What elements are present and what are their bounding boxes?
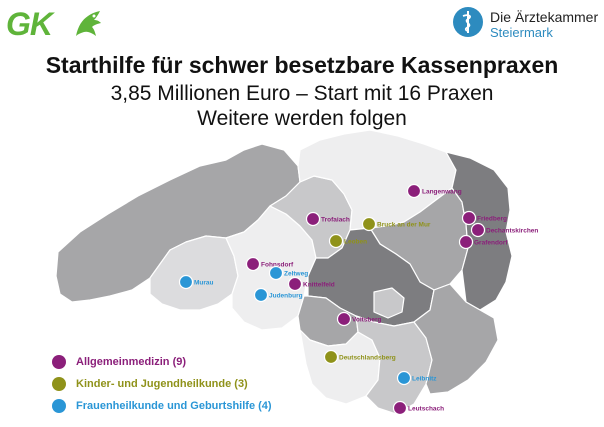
label-leoben: Leoben <box>344 239 367 246</box>
marker-friedberg <box>461 210 477 226</box>
marker-trofaiach <box>305 211 321 227</box>
label-friedberg: Friedberg <box>477 216 507 223</box>
legend-dot-allgemeinmedizin <box>52 355 66 369</box>
label-voitsberg: Voitsberg <box>352 317 382 324</box>
label-dechantskirchen: Dechantskirchen <box>486 228 538 235</box>
aesculapian-staff-icon <box>453 7 483 37</box>
label-murau: Murau <box>194 280 214 287</box>
marker-deutschlandsberg <box>323 349 339 365</box>
legend-label: Kinder- und Jugendheilkunde (3) <box>76 378 248 390</box>
legend-label: Allgemeinmedizin (9) <box>76 356 187 368</box>
label-leutschach: Leutschach <box>408 406 444 413</box>
label-grafendorf: Grafendorf <box>474 240 508 247</box>
legend-label: Frauenheilkunde und Geburtshilfe (4) <box>76 400 272 412</box>
page-subtitle-outlook: Weitere werden folgen <box>197 107 407 130</box>
marker-murau <box>178 274 194 290</box>
location-markers: Langenwang Friedberg Dechantskirchen Grafen… <box>178 183 538 416</box>
label-deutschlandsberg: Deutschlandsberg <box>339 355 396 362</box>
marker-grafendorf <box>458 234 474 250</box>
marker-zeltweg <box>268 265 284 281</box>
styrian-panther-logo-icon <box>76 11 101 36</box>
label-trofaiach: Trofaiach <box>321 217 350 224</box>
gkk-logo: GK <box>6 6 102 42</box>
label-zeltweg: Zeltweg <box>284 271 308 278</box>
marker-leibnitz <box>396 370 412 386</box>
label-leibnitz: Leibnitz <box>412 376 437 383</box>
page-title: Starthilfe für schwer besetzbare Kassenp… <box>45 52 559 78</box>
aerztekammer-name-line2: Steiermark <box>490 25 553 40</box>
marker-judenburg <box>253 287 269 303</box>
aerztekammer-name-line1: Die Ärztekammer <box>490 9 599 25</box>
marker-langenwang <box>406 183 422 199</box>
marker-dechantskirchen <box>470 222 486 238</box>
aerztekammer-logo: Die Ärztekammer Steiermark <box>452 6 602 46</box>
page-subtitle-funding: 3,85 Millionen Euro – Start mit 16 Praxe… <box>110 82 494 105</box>
marker-leoben <box>328 233 344 249</box>
region-graz <box>373 287 405 319</box>
label-knittelfeld: Knittelfeld <box>303 282 335 289</box>
marker-knittelfeld <box>287 276 303 292</box>
label-langenwang: Langenwang <box>422 189 462 196</box>
label-judenburg: Judenburg <box>269 293 303 300</box>
gkk-logo-text: GK <box>6 6 53 42</box>
marker-bruck-an-der-mur <box>361 216 377 232</box>
legend-dot-kinder-jugendheilkunde <box>52 377 66 391</box>
label-bruck-an-der-mur: Bruck an der Mur <box>377 222 431 229</box>
marker-fohnsdorf <box>245 256 261 272</box>
label-fohnsdorf: Fohnsdorf <box>261 262 294 269</box>
legend-dot-frauenheilkunde <box>52 399 66 413</box>
marker-leutschach <box>392 400 408 416</box>
marker-voitsberg <box>336 311 352 327</box>
district-regions <box>55 129 513 415</box>
region-suedoststeiermark <box>413 283 499 395</box>
